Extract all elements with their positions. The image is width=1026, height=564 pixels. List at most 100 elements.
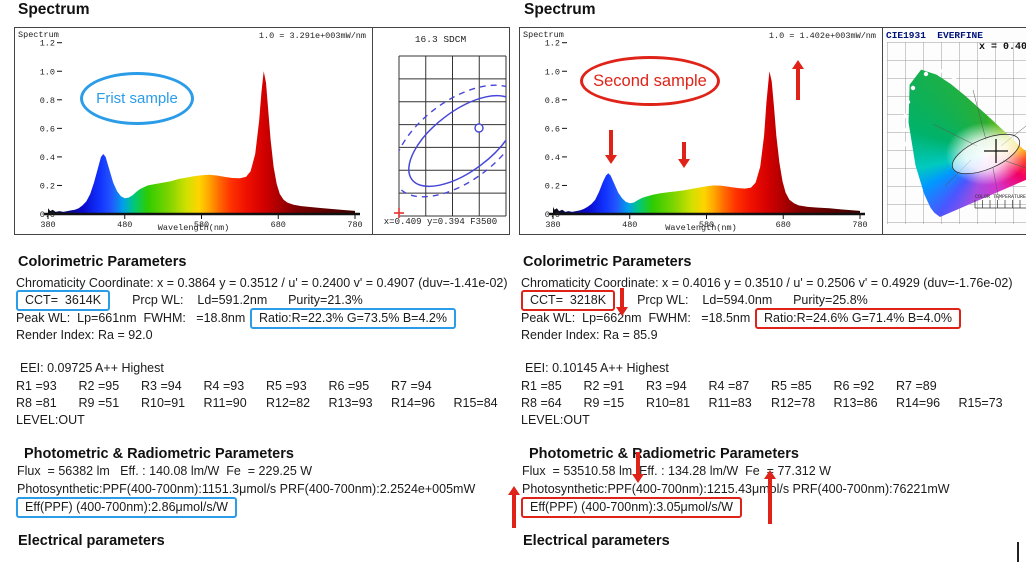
chromaticity-line: Chromaticity Coordinate: x = 0.3864 y = … xyxy=(16,276,508,290)
increase-arrow-icon xyxy=(792,60,804,100)
eei-line: EEI: 0.10145 A++ Highest xyxy=(525,361,669,375)
second-sample-report: Spectrum 380 480 580 680 780 1.2 1.0 0.8 0.6 0.4 0… xyxy=(519,0,1026,564)
cri-value: R15=73 xyxy=(958,396,1003,410)
cri-value: R13=86 xyxy=(833,396,878,410)
cri-value: R11=90 xyxy=(203,396,247,410)
cri-value: R14=96 xyxy=(896,396,941,410)
cct-line: CCT= 3218K Prcp WL: Ld=594.0nm Purity=25.… xyxy=(521,290,868,311)
peak-wl-line: Peak WL: Lp=661nm FWHM: =18.8nm Ratio:R=2… xyxy=(16,308,456,329)
cri-value: R13=93 xyxy=(328,396,373,410)
increase-arrow-icon xyxy=(508,486,520,528)
cie-color-temperature-label: COLOR TEMPERATURE xyxy=(975,194,1026,200)
peak-fwhm-values: Peak WL: Lp=661nm FWHM: =18.8nm xyxy=(16,311,246,325)
eff-ppf-line: Eff(PPF) (400-700nm):2.86μmol/s/W xyxy=(16,497,237,518)
svg-text:0.2: 0.2 xyxy=(40,181,55,191)
cri-value: R10=91 xyxy=(141,396,186,410)
sdcm-panel: 16.3 SDCM x=0.409 y=0.394 F3500 xyxy=(373,28,508,234)
cri-value: R3 =94 xyxy=(141,379,182,393)
chart-scale-label: 1.0 = 1.402e+003mW/nm xyxy=(768,31,876,41)
svg-text:780: 780 xyxy=(852,220,867,230)
cri-value: R2 =91 xyxy=(583,379,625,393)
rgb-ratio-value: Ratio:R=22.3% G=73.5% B=4.2% xyxy=(250,308,456,329)
svg-text:380: 380 xyxy=(545,220,560,230)
spectrum-chartbox-second: 380 480 580 680 780 1.2 1.0 0.8 0.6 0.4 0.2 0.0 Spe… xyxy=(519,27,1026,235)
increase-arrow-icon xyxy=(764,470,776,524)
svg-text:1.0: 1.0 xyxy=(40,67,55,77)
svg-text:580: 580 xyxy=(699,220,714,230)
decrease-arrow-icon xyxy=(632,452,644,483)
cri-value: R8 =64 xyxy=(521,396,562,410)
svg-text:1.0: 1.0 xyxy=(545,67,560,77)
cie-corner-coordinate: x = 0.40 xyxy=(979,42,1026,53)
sdcm-title: 16.3 SDCM xyxy=(414,34,467,45)
cie1931-panel: CIE1931 EVERFINE x = 0.40 COLOR TEMPERAT… xyxy=(883,28,1026,234)
decrease-arrow-icon xyxy=(678,142,690,168)
second-sample-annotation-oval: Second sample xyxy=(580,56,720,106)
spectrum-plot-first: 380 480 580 680 780 1.2 1.0 0.8 0.6 0.4 0.2 0.0 Spe… xyxy=(15,28,373,234)
spectrum-section-title: Spectrum xyxy=(18,1,90,18)
cri-value: R6 =95 xyxy=(328,379,370,393)
svg-text:780: 780 xyxy=(347,220,362,230)
first-sample-annotation-oval: Frist sample xyxy=(80,72,194,125)
render-index-line: Render Index: Ra = 85.9 xyxy=(521,328,658,342)
cri-row-1: R1 =85 R2 =91 R3 =94 R4 =87 R5 =85 R6 =92 R7 =… xyxy=(521,379,959,393)
eei-line: EEI: 0.09725 A++ Highest xyxy=(20,361,164,375)
chart-scale-label: 1.0 = 3.291e+003mW/nm xyxy=(258,31,366,41)
spectrum-chartbox-first: 380 480 580 680 780 1.2 1.0 0.8 0.6 0.4 0.2 0.0 Spe… xyxy=(14,27,510,235)
svg-text:0.4: 0.4 xyxy=(40,153,55,163)
chart-inner-title: Spectrum xyxy=(18,30,59,40)
text-cursor[interactable] xyxy=(1017,542,1019,562)
sdcm-coordinates: x=0.409 y=0.394 F3500 xyxy=(383,217,498,227)
cri-value: R4 =93 xyxy=(203,379,245,393)
flux-line: Flux = 56382 lm Eff. : 140.08 lm/W Fe = … xyxy=(17,464,313,478)
spectrum-curve-first: 380 480 580 680 780 1.2 1.0 0.8 0.6 0.4 0.2 0.0 xyxy=(40,39,363,230)
cie-markers xyxy=(901,68,1026,209)
colorimetric-heading: Colorimetric Parameters xyxy=(523,254,692,270)
chart-x-axis-label: Wavelength(nm) xyxy=(665,223,737,233)
svg-text:680: 680 xyxy=(776,220,791,230)
level-line: LEVEL:OUT xyxy=(16,413,85,427)
chart-inner-title: Spectrum xyxy=(523,30,564,40)
svg-text:580: 580 xyxy=(194,220,209,230)
electrical-heading: Electrical parameters xyxy=(523,533,670,549)
svg-text:380: 380 xyxy=(40,220,55,230)
cri-value: R10=81 xyxy=(646,396,691,410)
chromaticity-line: Chromaticity Coordinate: x = 0.4016 y = … xyxy=(521,276,1013,290)
cri-value: R7 =89 xyxy=(896,379,937,393)
cct-value: CCT= 3218K xyxy=(521,290,616,311)
svg-text:480: 480 xyxy=(622,220,637,230)
eff-ppf-value: Eff(PPF) (400-700nm):2.86μmol/s/W xyxy=(16,497,237,518)
photosynthetic-line: Photosynthetic:PPF(400-700nm):1151.3μmol… xyxy=(17,482,476,496)
cri-value: R1 =93 xyxy=(16,379,57,393)
cri-value: R11=83 xyxy=(708,396,752,410)
rgb-ratio-value: Ratio:R=24.6% G=71.4% B=4.0% xyxy=(755,308,961,329)
svg-text:0.8: 0.8 xyxy=(40,96,55,106)
cri-value: R4 =87 xyxy=(708,379,750,393)
svg-text:480: 480 xyxy=(117,220,132,230)
decrease-arrow-icon xyxy=(605,130,617,164)
flux-line: Flux = 53510.58 lm Eff. : 134.28 lm/W Fe… xyxy=(522,464,831,478)
svg-text:1.2: 1.2 xyxy=(40,39,55,49)
decrease-arrow-icon xyxy=(616,288,628,316)
cri-value: R1 =85 xyxy=(521,379,562,393)
photometric-heading: Photometric & Radiometric Parameters xyxy=(24,446,294,462)
cri-value: R5 =85 xyxy=(771,379,812,393)
cri-value: R3 =94 xyxy=(646,379,687,393)
sdcm-diagram xyxy=(394,55,507,218)
cri-value: R2 =95 xyxy=(78,379,120,393)
svg-text:0.4: 0.4 xyxy=(545,153,560,163)
level-line: LEVEL:OUT xyxy=(521,413,590,427)
svg-text:0.8: 0.8 xyxy=(545,96,560,106)
first-sample-report: Spectrum 380 480 580 680 780 1.2 1.0 0.8 0.6 0.4 0… xyxy=(14,0,510,564)
prcp-purity-values: Prcp WL: Ld=594.0nm Purity=25.8% xyxy=(637,293,868,307)
svg-text:0.2: 0.2 xyxy=(545,181,560,191)
svg-text:0.6: 0.6 xyxy=(40,124,55,134)
colorimetric-heading: Colorimetric Parameters xyxy=(18,254,187,270)
eff-ppf-line: Eff(PPF) (400-700nm):3.05μmol/s/W xyxy=(521,497,742,518)
electrical-heading: Electrical parameters xyxy=(18,533,165,549)
cri-value: R7 =94 xyxy=(391,379,432,393)
spectrum-plot-second: 380 480 580 680 780 1.2 1.0 0.8 0.6 0.4 0.2 0.0 Spe… xyxy=(520,28,883,234)
eff-ppf-value: Eff(PPF) (400-700nm):3.05μmol/s/W xyxy=(521,497,742,518)
cct-line: CCT= 3614K Prcp WL: Ld=591.2nm Purity=21.… xyxy=(16,290,363,311)
